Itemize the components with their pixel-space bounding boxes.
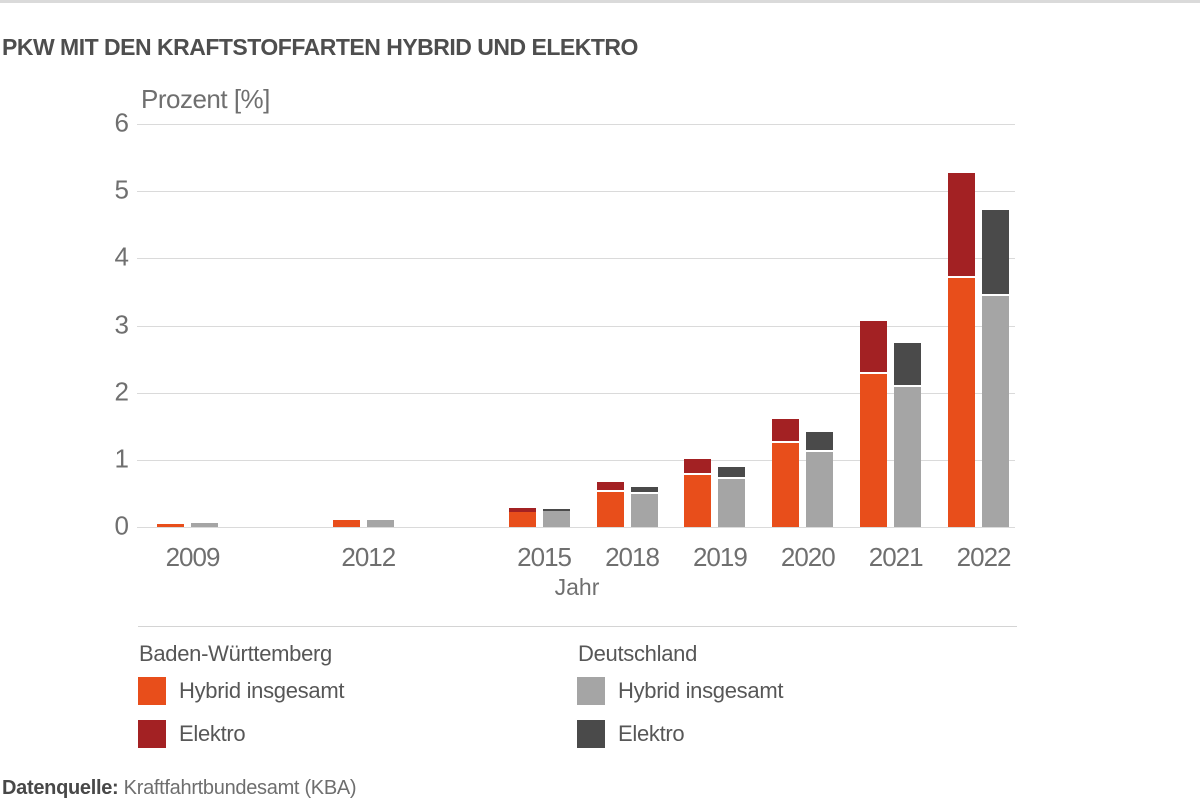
bar-2021-bw-elektro — [860, 321, 888, 374]
x-tick-label-2015: 2015 — [517, 542, 572, 572]
bar-2019-bw-hybrid — [684, 475, 712, 527]
x-tick-label-2021: 2021 — [868, 542, 924, 572]
data-source-label: Datenquelle: — [2, 777, 119, 799]
bar-2019-de-hybrid — [718, 479, 746, 527]
bw-hybrid-swatch-icon — [138, 677, 166, 705]
bar-2015-de-hybrid — [542, 511, 570, 527]
bar-2012-de-hybrid — [366, 520, 394, 527]
legend-label: Hybrid insgesamt — [618, 678, 784, 703]
data-source-text: Kraftfahrtbundesamt (KBA) — [118, 777, 357, 799]
legend-item-de-elektro: Elektro — [577, 720, 685, 748]
gridline-5 — [137, 191, 1015, 193]
y-tick-label-5: 5 — [114, 174, 129, 205]
bar-2018-bw-hybrid — [596, 492, 624, 527]
y-tick-label-2: 2 — [114, 375, 129, 406]
legend-item-de-hybrid: Hybrid insgesamt — [577, 677, 783, 705]
x-tick-label-2012: 2012 — [341, 542, 396, 572]
legend-divider — [138, 626, 1017, 627]
legend-label: Hybrid insgesamt — [179, 678, 345, 703]
de-hybrid-swatch-icon — [577, 677, 605, 705]
legend-heading-deutschland: Deutschland — [578, 641, 697, 666]
gridline-1 — [137, 459, 1015, 461]
bar-2018-de-elektro — [630, 487, 658, 494]
bar-2012-bw-hybrid — [332, 520, 360, 527]
de-elektro-swatch-icon — [577, 720, 605, 748]
y-tick-label-6: 6 — [114, 107, 129, 138]
bar-2018-bw-elektro — [596, 482, 624, 492]
bar-2015-de-elektro — [542, 509, 570, 511]
bar-2022-de-elektro — [982, 210, 1010, 296]
gridline-6 — [137, 124, 1015, 125]
bar-2020-de-hybrid — [806, 452, 834, 527]
bar-2021-de-hybrid — [894, 387, 922, 527]
top-divider — [0, 0, 1200, 3]
bar-2022-de-hybrid — [982, 296, 1010, 527]
y-axis-title: Prozent [%] — [141, 84, 270, 114]
gridline-0 — [137, 527, 1015, 528]
legend-heading-baden-wuerttemberg: Baden-Württemberg — [139, 641, 332, 666]
y-tick-label-0: 0 — [114, 510, 129, 541]
x-tick-label-2019: 2019 — [692, 542, 748, 572]
bar-2015-bw-elektro — [508, 508, 536, 512]
bar-2019-de-elektro — [718, 467, 746, 479]
x-tick-label-2009: 2009 — [165, 542, 221, 572]
gridline-2 — [137, 392, 1015, 394]
bar-2021-de-elektro — [894, 343, 922, 387]
bar-2022-bw-elektro — [948, 173, 976, 278]
data-source: Datenquelle: Kraftfahrtbundesamt (KBA) — [2, 777, 357, 800]
x-tick-label-2018: 2018 — [605, 542, 660, 572]
bar-2020-bw-hybrid — [772, 443, 800, 527]
y-tick-label-4: 4 — [114, 241, 129, 272]
gridline-3 — [137, 325, 1015, 327]
y-tick-label-3: 3 — [114, 308, 129, 339]
page-title: PKW MIT DEN KRAFTSTOFFARTEN HYBRID UND E… — [2, 34, 638, 60]
bar-2009-de-hybrid — [191, 523, 218, 527]
bar-2021-bw-hybrid — [860, 374, 888, 527]
bar-2020-bw-elektro — [772, 419, 800, 443]
x-tick-label-2020: 2020 — [780, 542, 836, 572]
x-tick-label-2022: 2022 — [956, 542, 1012, 572]
bar-2020-de-elektro — [806, 432, 834, 452]
bar-2009-bw-hybrid — [157, 524, 184, 527]
bar-2019-bw-elektro — [684, 459, 712, 475]
gridline-4 — [137, 258, 1015, 260]
y-tick-label-1: 1 — [114, 443, 129, 474]
x-axis-title: Jahr — [554, 574, 600, 600]
bar-2018-de-hybrid — [630, 494, 658, 527]
bw-elektro-swatch-icon — [138, 720, 166, 748]
legend-item-bw-elektro: Elektro — [138, 720, 246, 748]
legend-item-bw-hybrid: Hybrid insgesamt — [138, 677, 344, 705]
legend-label: Elektro — [179, 721, 246, 746]
legend-label: Elektro — [618, 721, 685, 746]
bar-2015-bw-hybrid — [508, 512, 536, 527]
bar-2022-bw-hybrid — [948, 278, 976, 527]
